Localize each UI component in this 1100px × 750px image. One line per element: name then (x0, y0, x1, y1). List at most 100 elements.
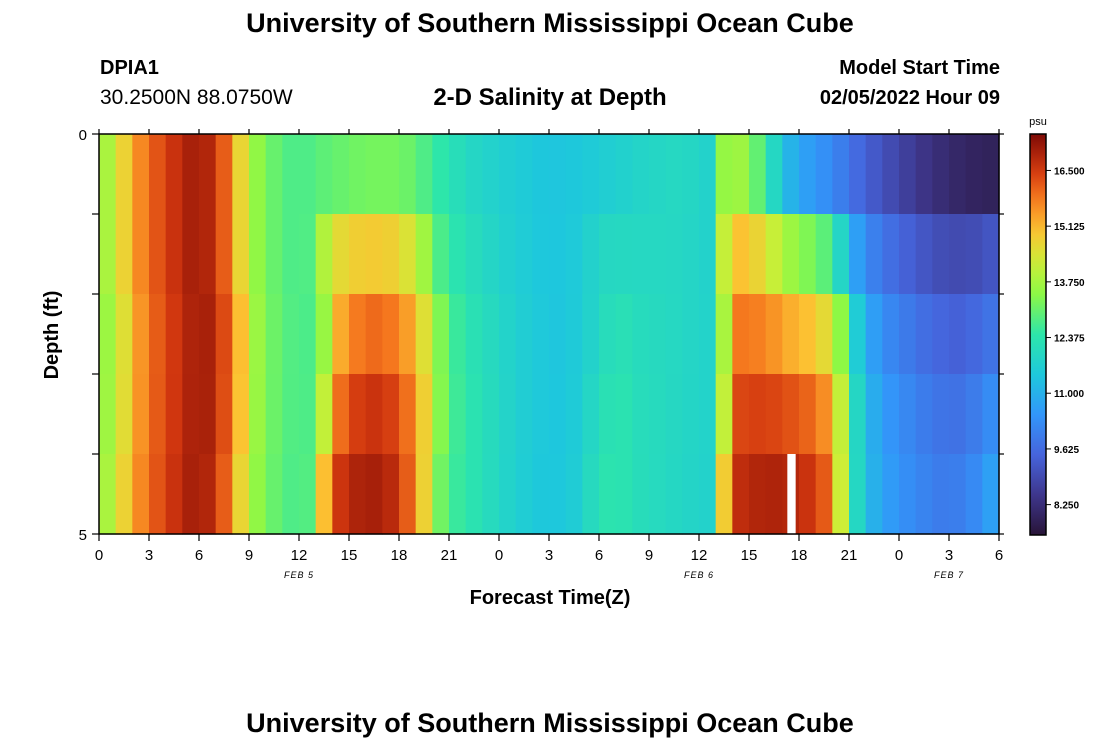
missing-data-cell (787, 454, 796, 534)
heatmap-cell (682, 374, 700, 455)
heatmap-cell (632, 294, 650, 375)
x-tick-label: 15 (341, 547, 358, 564)
heatmap-cell (765, 134, 783, 215)
heatmap-cell (682, 134, 700, 215)
heatmap-cell (499, 214, 517, 295)
heatmap-cell (282, 374, 300, 455)
heatmap-cell (399, 134, 417, 215)
heatmap-cell (382, 294, 400, 375)
x-tick-label: 0 (895, 547, 903, 564)
heatmap-cell (815, 214, 833, 295)
heatmap-cell (582, 134, 600, 215)
heatmap-cell (815, 294, 833, 375)
colorbar-gradient (1029, 133, 1047, 536)
heatmap-cell (632, 374, 650, 455)
colorbar-tick-label: 12.375 (1054, 334, 1085, 345)
heatmap-cell (682, 294, 700, 375)
y-tick-label: 5 (79, 527, 87, 544)
heatmap-cell (665, 134, 683, 215)
heatmap-cell (315, 214, 333, 295)
heatmap-cell (965, 134, 983, 215)
heatmap-cell (849, 454, 867, 535)
heatmap-cell (532, 374, 550, 455)
heatmap-cell (615, 134, 633, 215)
heatmap-cell (949, 214, 967, 295)
heatmap-cell (515, 214, 533, 295)
heatmap-cell (832, 134, 850, 215)
heatmap-cell (482, 454, 500, 535)
heatmap-cell (315, 134, 333, 215)
heatmap-cell (865, 214, 883, 295)
heatmap-cell (565, 374, 583, 455)
heatmap-cell (799, 454, 817, 535)
heatmap-cell (965, 374, 983, 455)
model-start-value: 02/05/2022 Hour 09 (819, 87, 1000, 109)
heatmap-cell (499, 454, 517, 535)
heatmap-cell (332, 374, 350, 455)
heatmap-cell (815, 374, 833, 455)
heatmap-cell (149, 454, 167, 535)
heatmap-cell (299, 454, 317, 535)
heatmap-cell (915, 374, 933, 455)
heatmap-cell (232, 214, 250, 295)
x-tick-label: 18 (391, 547, 408, 564)
heatmap-cell (932, 214, 950, 295)
heatmap-cell (665, 374, 683, 455)
heatmap-cell (749, 374, 767, 455)
heatmap-cell (382, 214, 400, 295)
heatmap-cell (565, 214, 583, 295)
heatmap-cell (232, 454, 250, 535)
heatmap-cell (99, 134, 117, 215)
heatmap-cell (365, 134, 383, 215)
heatmap-cell (465, 214, 483, 295)
heatmap-cell (432, 454, 450, 535)
heatmap-cell (882, 294, 900, 375)
heatmap-cell (99, 374, 117, 455)
heatmap-cell (382, 134, 400, 215)
heatmap-cell (399, 214, 417, 295)
heatmap-cell (432, 214, 450, 295)
heatmap-cell (99, 294, 117, 375)
heatmap-cell (882, 134, 900, 215)
model-start-label: Model Start Time (839, 57, 1000, 79)
heatmap-cell (482, 294, 500, 375)
heatmap-cell (599, 134, 617, 215)
heatmap-cell (965, 454, 983, 535)
heatmap-cell (749, 214, 767, 295)
heatmap-cell (499, 134, 517, 215)
colorbar-tick-label: 8.250 (1054, 501, 1079, 512)
heatmap-cell (182, 294, 200, 375)
heatmap-cell (582, 214, 600, 295)
heatmap-cell (349, 374, 367, 455)
heatmap-cell (349, 454, 367, 535)
heatmap-cell (799, 134, 817, 215)
heatmap-cell (782, 134, 800, 215)
x-tick-label: 6 (995, 547, 1003, 564)
heatmap-cell (449, 214, 467, 295)
x-tick-label: 0 (495, 547, 503, 564)
colorbar-tick-label: 16.500 (1054, 166, 1085, 177)
heatmap-cell (765, 374, 783, 455)
heatmap-cell (482, 374, 500, 455)
heatmap-cell (265, 374, 283, 455)
axes: 0 3 6 9 12 15 18 21 0 3 6 9 12 15 18 21 0 3 6 FEB 5 FEB 6 FEB… (79, 127, 1004, 580)
heatmap-cell (799, 374, 817, 455)
heatmap-cell (815, 134, 833, 215)
heatmap-cell (415, 374, 433, 455)
heatmap-cell (282, 294, 300, 375)
heatmap-cell (165, 214, 183, 295)
heatmap-cell (132, 454, 150, 535)
heatmap-cell (599, 294, 617, 375)
x-tick-label: 3 (945, 547, 953, 564)
heatmap-cell (782, 374, 800, 455)
heatmap-cell (282, 454, 300, 535)
heatmap-cell (399, 294, 417, 375)
station-id: DPIA1 (100, 57, 159, 79)
heatmap-cell (465, 454, 483, 535)
heatmap-cell (932, 454, 950, 535)
heatmap-cell (832, 454, 850, 535)
heatmap-cell (365, 454, 383, 535)
heatmap-cell (599, 454, 617, 535)
heatmap-cell (749, 134, 767, 215)
heatmap-cell (749, 454, 767, 535)
